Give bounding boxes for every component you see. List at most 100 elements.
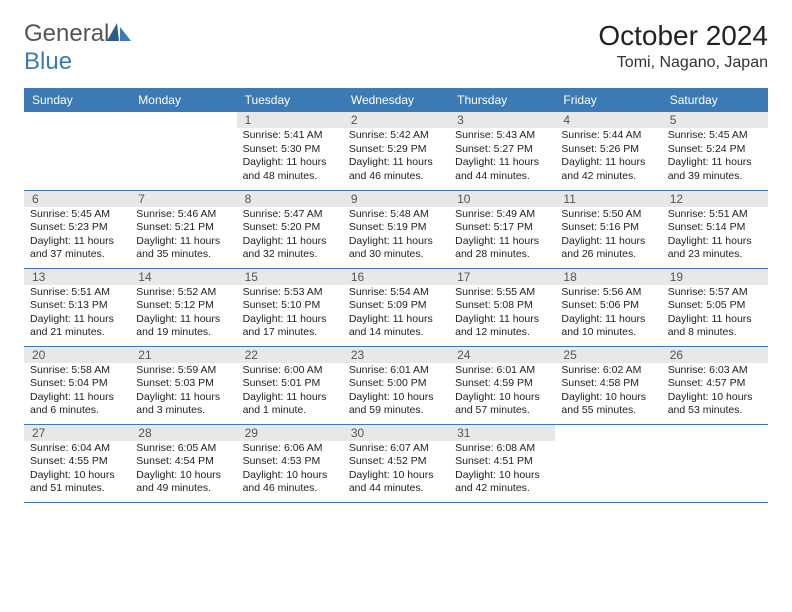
day-details: Sunrise: 6:07 AMSunset: 4:52 PMDaylight:…	[343, 441, 449, 500]
calendar-week: 27Sunrise: 6:04 AMSunset: 4:55 PMDayligh…	[24, 424, 768, 502]
day-number: 13	[24, 269, 130, 285]
calendar-day: 13Sunrise: 5:51 AMSunset: 5:13 PMDayligh…	[24, 268, 130, 346]
day-details: Sunrise: 6:05 AMSunset: 4:54 PMDaylight:…	[130, 441, 236, 500]
day-details: Sunrise: 6:06 AMSunset: 4:53 PMDaylight:…	[237, 441, 343, 500]
day-number: 29	[237, 425, 343, 441]
calendar-day: 12Sunrise: 5:51 AMSunset: 5:14 PMDayligh…	[662, 190, 768, 268]
weekday-header: Monday	[130, 88, 236, 112]
sail-icon	[107, 23, 131, 41]
day-details: Sunrise: 6:01 AMSunset: 5:00 PMDaylight:…	[343, 363, 449, 422]
day-number: 1	[237, 112, 343, 128]
day-details: Sunrise: 5:52 AMSunset: 5:12 PMDaylight:…	[130, 285, 236, 344]
calendar-day: 27Sunrise: 6:04 AMSunset: 4:55 PMDayligh…	[24, 424, 130, 502]
calendar-day: 25Sunrise: 6:02 AMSunset: 4:58 PMDayligh…	[555, 346, 661, 424]
day-number: 19	[662, 269, 768, 285]
calendar-day: 19Sunrise: 5:57 AMSunset: 5:05 PMDayligh…	[662, 268, 768, 346]
day-number: 8	[237, 191, 343, 207]
brand-part2: Blue	[24, 48, 72, 75]
day-details: Sunrise: 5:53 AMSunset: 5:10 PMDaylight:…	[237, 285, 343, 344]
weekday-header: Friday	[555, 88, 661, 112]
calendar-day: 10Sunrise: 5:49 AMSunset: 5:17 PMDayligh…	[449, 190, 555, 268]
day-details: Sunrise: 5:48 AMSunset: 5:19 PMDaylight:…	[343, 207, 449, 266]
brand-part1: General	[24, 20, 109, 47]
title-block: October 2024 Tomi, Nagano, Japan	[598, 20, 768, 72]
location-text: Tomi, Nagano, Japan	[598, 54, 768, 72]
day-number: 4	[555, 112, 661, 128]
brand-text: General Blue	[24, 20, 131, 76]
day-details: Sunrise: 5:43 AMSunset: 5:27 PMDaylight:…	[449, 128, 555, 187]
day-number: 14	[130, 269, 236, 285]
calendar-empty	[555, 424, 661, 502]
day-details: Sunrise: 6:04 AMSunset: 4:55 PMDaylight:…	[24, 441, 130, 500]
day-details: Sunrise: 5:57 AMSunset: 5:05 PMDaylight:…	[662, 285, 768, 344]
day-number: 24	[449, 347, 555, 363]
weekday-header: Wednesday	[343, 88, 449, 112]
weekday-row: SundayMondayTuesdayWednesdayThursdayFrid…	[24, 88, 768, 112]
day-number: 2	[343, 112, 449, 128]
day-details: Sunrise: 5:54 AMSunset: 5:09 PMDaylight:…	[343, 285, 449, 344]
calendar-week: 1Sunrise: 5:41 AMSunset: 5:30 PMDaylight…	[24, 112, 768, 190]
day-details: Sunrise: 5:44 AMSunset: 5:26 PMDaylight:…	[555, 128, 661, 187]
day-number: 30	[343, 425, 449, 441]
day-number: 12	[662, 191, 768, 207]
day-number: 3	[449, 112, 555, 128]
calendar-week: 20Sunrise: 5:58 AMSunset: 5:04 PMDayligh…	[24, 346, 768, 424]
day-details: Sunrise: 5:51 AMSunset: 5:14 PMDaylight:…	[662, 207, 768, 266]
day-number: 25	[555, 347, 661, 363]
day-details: Sunrise: 5:42 AMSunset: 5:29 PMDaylight:…	[343, 128, 449, 187]
day-number: 26	[662, 347, 768, 363]
page-header: General Blue October 2024 Tomi, Nagano, …	[24, 20, 768, 76]
calendar-day: 2Sunrise: 5:42 AMSunset: 5:29 PMDaylight…	[343, 112, 449, 190]
calendar-day: 20Sunrise: 5:58 AMSunset: 5:04 PMDayligh…	[24, 346, 130, 424]
calendar-day: 28Sunrise: 6:05 AMSunset: 4:54 PMDayligh…	[130, 424, 236, 502]
calendar-empty	[24, 112, 130, 190]
day-number: 5	[662, 112, 768, 128]
day-details: Sunrise: 5:45 AMSunset: 5:24 PMDaylight:…	[662, 128, 768, 187]
calendar-day: 29Sunrise: 6:06 AMSunset: 4:53 PMDayligh…	[237, 424, 343, 502]
day-number: 10	[449, 191, 555, 207]
day-number: 28	[130, 425, 236, 441]
calendar-day: 23Sunrise: 6:01 AMSunset: 5:00 PMDayligh…	[343, 346, 449, 424]
month-title: October 2024	[598, 20, 768, 52]
calendar-day: 11Sunrise: 5:50 AMSunset: 5:16 PMDayligh…	[555, 190, 661, 268]
calendar-day: 22Sunrise: 6:00 AMSunset: 5:01 PMDayligh…	[237, 346, 343, 424]
day-details: Sunrise: 6:00 AMSunset: 5:01 PMDaylight:…	[237, 363, 343, 422]
day-number: 17	[449, 269, 555, 285]
day-number: 31	[449, 425, 555, 441]
day-number: 22	[237, 347, 343, 363]
day-details: Sunrise: 5:41 AMSunset: 5:30 PMDaylight:…	[237, 128, 343, 187]
day-details: Sunrise: 6:02 AMSunset: 4:58 PMDaylight:…	[555, 363, 661, 422]
day-details: Sunrise: 5:49 AMSunset: 5:17 PMDaylight:…	[449, 207, 555, 266]
calendar-day: 9Sunrise: 5:48 AMSunset: 5:19 PMDaylight…	[343, 190, 449, 268]
day-details: Sunrise: 5:55 AMSunset: 5:08 PMDaylight:…	[449, 285, 555, 344]
calendar-day: 21Sunrise: 5:59 AMSunset: 5:03 PMDayligh…	[130, 346, 236, 424]
calendar-day: 6Sunrise: 5:45 AMSunset: 5:23 PMDaylight…	[24, 190, 130, 268]
calendar-head: SundayMondayTuesdayWednesdayThursdayFrid…	[24, 88, 768, 112]
day-number: 16	[343, 269, 449, 285]
weekday-header: Saturday	[662, 88, 768, 112]
day-number: 7	[130, 191, 236, 207]
calendar-day: 24Sunrise: 6:01 AMSunset: 4:59 PMDayligh…	[449, 346, 555, 424]
weekday-header: Tuesday	[237, 88, 343, 112]
calendar-day: 30Sunrise: 6:07 AMSunset: 4:52 PMDayligh…	[343, 424, 449, 502]
day-details: Sunrise: 5:51 AMSunset: 5:13 PMDaylight:…	[24, 285, 130, 344]
day-details: Sunrise: 5:58 AMSunset: 5:04 PMDaylight:…	[24, 363, 130, 422]
brand-logo: General Blue	[24, 20, 131, 76]
day-details: Sunrise: 5:47 AMSunset: 5:20 PMDaylight:…	[237, 207, 343, 266]
calendar-week: 6Sunrise: 5:45 AMSunset: 5:23 PMDaylight…	[24, 190, 768, 268]
day-details: Sunrise: 6:08 AMSunset: 4:51 PMDaylight:…	[449, 441, 555, 500]
day-number: 21	[130, 347, 236, 363]
day-details: Sunrise: 5:50 AMSunset: 5:16 PMDaylight:…	[555, 207, 661, 266]
calendar-day: 16Sunrise: 5:54 AMSunset: 5:09 PMDayligh…	[343, 268, 449, 346]
day-number: 18	[555, 269, 661, 285]
day-details: Sunrise: 5:59 AMSunset: 5:03 PMDaylight:…	[130, 363, 236, 422]
calendar-day: 15Sunrise: 5:53 AMSunset: 5:10 PMDayligh…	[237, 268, 343, 346]
day-number: 15	[237, 269, 343, 285]
day-details: Sunrise: 5:45 AMSunset: 5:23 PMDaylight:…	[24, 207, 130, 266]
calendar-empty	[662, 424, 768, 502]
calendar-day: 4Sunrise: 5:44 AMSunset: 5:26 PMDaylight…	[555, 112, 661, 190]
calendar-day: 8Sunrise: 5:47 AMSunset: 5:20 PMDaylight…	[237, 190, 343, 268]
calendar-day: 5Sunrise: 5:45 AMSunset: 5:24 PMDaylight…	[662, 112, 768, 190]
day-details: Sunrise: 5:56 AMSunset: 5:06 PMDaylight:…	[555, 285, 661, 344]
calendar-day: 1Sunrise: 5:41 AMSunset: 5:30 PMDaylight…	[237, 112, 343, 190]
